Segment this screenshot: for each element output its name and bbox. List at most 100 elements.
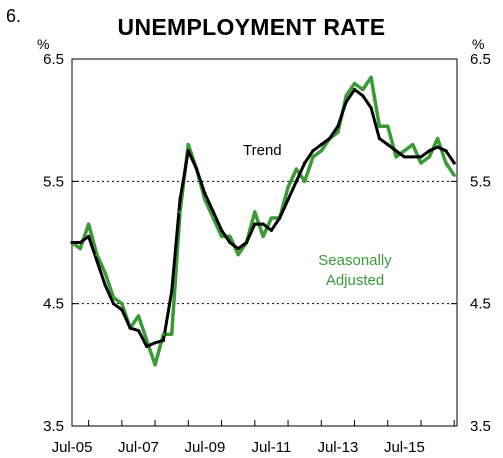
data-point-trend: [211, 210, 215, 214]
data-point-trend: [120, 308, 124, 312]
y-tick-label-right: 4.5: [470, 296, 491, 313]
data-point-seasonally-adjusted: [120, 302, 124, 306]
data-point-seasonally-adjusted: [386, 124, 390, 128]
data-point-trend: [78, 240, 82, 245]
data-point-seasonally-adjusted: [87, 222, 91, 226]
data-point-seasonally-adjusted: [78, 247, 82, 251]
data-point-trend: [386, 143, 390, 147]
data-point-seasonally-adjusted: [344, 94, 348, 98]
data-point-seasonally-adjusted: [352, 81, 357, 86]
data-point-seasonally-adjusted: [286, 185, 290, 190]
data-point-trend: [136, 328, 141, 333]
data-point-seasonally-adjusted: [253, 210, 257, 214]
data-point-seasonally-adjusted: [136, 314, 141, 318]
data-point-seasonally-adjusted: [436, 136, 440, 141]
data-point-trend: [87, 234, 91, 238]
data-point-seasonally-adjusted: [444, 161, 448, 165]
data-point-trend: [103, 283, 107, 287]
data-point-trend: [352, 87, 357, 92]
data-point-trend: [145, 344, 149, 349]
data-point-trend: [111, 302, 116, 306]
data-point-seasonally-adjusted: [377, 124, 382, 128]
data-point-seasonally-adjusted: [294, 167, 298, 171]
data-point-trend: [311, 149, 315, 153]
data-point-seasonally-adjusted: [336, 130, 340, 134]
data-point-trend: [327, 136, 332, 141]
data-point-trend: [70, 240, 74, 245]
y-tick-label-left: 4.5: [43, 296, 64, 313]
x-tick-label: Jul-05: [52, 439, 93, 456]
data-point-seasonally-adjusted: [303, 179, 307, 183]
data-point-seasonally-adjusted: [419, 161, 423, 165]
y-tick-label-left: 5.5: [43, 173, 64, 190]
data-point-seasonally-adjusted: [145, 338, 149, 342]
data-point-trend: [361, 94, 365, 98]
data-point-seasonally-adjusted: [178, 210, 182, 214]
data-point-seasonally-adjusted: [261, 234, 265, 238]
data-point-seasonally-adjusted: [394, 155, 398, 159]
data-point-seasonally-adjusted: [203, 198, 207, 202]
data-point-trend: [286, 198, 290, 202]
data-point-trend: [402, 155, 406, 159]
y-tick-label-right: 5.5: [470, 173, 491, 190]
data-point-trend: [411, 155, 415, 159]
data-point-trend: [244, 240, 249, 245]
series-line-seasonally-adjusted: [70, 75, 456, 367]
data-point-seasonally-adjusted: [211, 216, 215, 220]
y-tick-label-right: 6.5: [470, 51, 491, 68]
data-point-seasonally-adjusted: [186, 143, 190, 147]
x-tick-label: Jul-09: [185, 439, 226, 456]
data-point-trend: [344, 100, 348, 104]
series-line-trend: [72, 88, 456, 348]
data-point-seasonally-adjusted: [269, 216, 274, 220]
x-tick-label: Jul-13: [317, 439, 358, 456]
y-unit-left: %: [37, 36, 50, 52]
data-point-seasonally-adjusted: [427, 155, 431, 159]
x-tick-label: Jul-11: [252, 439, 292, 456]
data-point-trend: [228, 240, 232, 245]
data-point-seasonally-adjusted: [95, 253, 99, 257]
annotation-adjusted: Adjusted: [326, 272, 384, 289]
data-point-seasonally-adjusted: [402, 149, 406, 153]
x-tick-label: Jul-07: [118, 439, 159, 456]
data-point-trend: [170, 289, 174, 294]
data-point-trend: [336, 124, 340, 128]
data-point-seasonally-adjusted: [361, 87, 365, 92]
y-tick-label-left: 3.5: [43, 418, 64, 435]
data-point-trend: [186, 149, 190, 153]
data-point-trend: [419, 155, 423, 159]
x-tick-label: Jul-15: [384, 439, 425, 456]
data-point-seasonally-adjusted: [228, 234, 232, 238]
data-point-seasonally-adjusted: [161, 332, 166, 336]
data-point-seasonally-adjusted: [319, 149, 323, 153]
data-point-trend: [303, 161, 307, 165]
data-point-trend: [369, 106, 373, 110]
annotation-trend: Trend: [243, 142, 282, 159]
data-point-trend: [128, 326, 132, 330]
data-point-trend: [95, 259, 99, 263]
data-point-seasonally-adjusted: [170, 332, 174, 336]
chart-title: UNEMPLOYMENT RATE: [117, 14, 386, 40]
data-point-trend: [436, 145, 440, 149]
data-point-trend: [319, 143, 323, 147]
data-point-seasonally-adjusted: [411, 143, 415, 147]
data-point-trend: [269, 228, 274, 232]
data-point-trend: [253, 222, 257, 226]
data-point-trend: [444, 149, 448, 153]
data-point-trend: [203, 191, 207, 196]
data-point-trend: [278, 216, 282, 220]
data-point-trend: [195, 167, 199, 171]
figure-number: 6.: [6, 6, 22, 26]
data-point-trend: [261, 222, 265, 226]
data-point-trend: [452, 161, 456, 165]
plot-frame: [71, 58, 458, 427]
data-point-trend: [153, 341, 157, 345]
data-point-seasonally-adjusted: [219, 234, 224, 238]
data-point-seasonally-adjusted: [153, 363, 157, 367]
data-point-seasonally-adjusted: [369, 75, 373, 79]
data-point-trend: [394, 149, 398, 153]
data-point-seasonally-adjusted: [111, 295, 116, 300]
data-point-seasonally-adjusted: [452, 173, 456, 177]
data-point-trend: [294, 179, 298, 183]
